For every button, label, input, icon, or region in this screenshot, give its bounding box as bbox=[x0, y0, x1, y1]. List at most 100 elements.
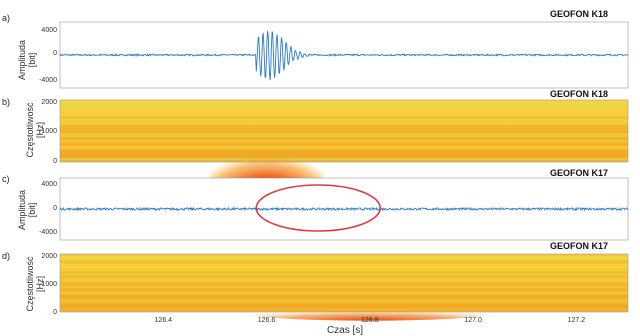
heatmap-band bbox=[60, 284, 628, 287]
panel-a-title: GEOFON K18 bbox=[550, 9, 608, 19]
heatmap-band bbox=[60, 265, 628, 268]
panel-d-label: d) bbox=[2, 251, 10, 261]
heatmap-band bbox=[60, 159, 628, 162]
panel-c-ytick: 0 bbox=[53, 205, 57, 212]
heatmap-band bbox=[60, 257, 628, 260]
heatmap-band bbox=[60, 106, 628, 109]
heatmap-band bbox=[60, 273, 628, 276]
panel-d-heatmap-bands bbox=[60, 254, 628, 312]
heatmap-band bbox=[60, 259, 628, 262]
panel-b-frame bbox=[59, 99, 629, 163]
heatmap-band bbox=[60, 269, 628, 272]
heatmap-band bbox=[60, 275, 628, 278]
heatmap-band bbox=[60, 118, 628, 121]
heatmap-band bbox=[60, 120, 628, 123]
heatmap-band bbox=[60, 128, 628, 131]
heatmap-band bbox=[60, 271, 628, 274]
heatmap-band bbox=[60, 298, 628, 301]
panel-c-ytick: 4000 bbox=[41, 181, 57, 188]
heatmap-band bbox=[60, 263, 628, 266]
x-tick-label: 126.6 bbox=[258, 317, 276, 324]
heatmap-band bbox=[60, 139, 628, 142]
highlight-ellipse bbox=[255, 184, 382, 232]
x-tick-label: 127.2 bbox=[568, 317, 586, 324]
panel-c-ytick: -4000 bbox=[39, 229, 57, 236]
heatmap-band bbox=[60, 104, 628, 107]
x-axis: 126.4 126.6 126.8 127.0 127.2 bbox=[155, 317, 586, 324]
heatmap-band bbox=[60, 288, 628, 291]
x-tick-label: 126.8 bbox=[361, 317, 379, 324]
heatmap-band bbox=[60, 254, 628, 256]
heatmap-band bbox=[60, 149, 628, 152]
heatmap-band bbox=[60, 143, 628, 146]
heatmap-band bbox=[60, 151, 628, 154]
heatmap-band bbox=[60, 296, 628, 299]
heatmap-band bbox=[60, 100, 628, 103]
x-tick-label: 127.0 bbox=[464, 317, 482, 324]
heatmap-band bbox=[60, 141, 628, 144]
heatmap-band bbox=[60, 255, 628, 258]
heatmap-band bbox=[60, 157, 628, 160]
panel-d-ytick: 1000 bbox=[41, 281, 57, 288]
panel-b-ytick: 2000 bbox=[41, 99, 57, 106]
heatmap-band bbox=[60, 133, 628, 136]
heatmap-band bbox=[60, 290, 628, 293]
panel-b-title: GEOFON K18 bbox=[550, 89, 608, 99]
heatmap-band bbox=[60, 283, 628, 285]
panel-b-ytick: 0 bbox=[53, 158, 57, 165]
heatmap-band bbox=[60, 281, 628, 283]
panel-c-ylabel: Amplituda bbox=[17, 190, 27, 230]
heatmap-band bbox=[60, 302, 628, 305]
heatmap-band bbox=[60, 294, 628, 297]
x-axis-label: Czas [s] bbox=[327, 325, 363, 336]
panel-a-ytick: -4000 bbox=[39, 77, 57, 84]
panel-d-ytick: 0 bbox=[53, 309, 57, 316]
heatmap-band bbox=[60, 112, 628, 115]
panel-c-label: c) bbox=[2, 174, 10, 184]
heatmap-band bbox=[60, 131, 628, 134]
heatmap-band bbox=[60, 145, 628, 148]
panel-c-yunit: [bit] bbox=[27, 203, 37, 218]
heatmap-band bbox=[60, 116, 628, 119]
panel-a-ylabel: Amplituda bbox=[17, 40, 27, 80]
heatmap-band bbox=[60, 261, 628, 264]
panel-a-label: a) bbox=[2, 13, 10, 23]
panel-a-series-line bbox=[59, 30, 629, 81]
panel-d-ytick: 2000 bbox=[41, 253, 57, 260]
panel-d-yunit: [Hz] bbox=[35, 276, 45, 292]
heatmap-band bbox=[60, 135, 628, 138]
panel-b-ytick: 1000 bbox=[41, 128, 57, 135]
heatmap-band bbox=[60, 292, 628, 295]
x-tick-label: 126.4 bbox=[155, 317, 173, 324]
panel-d-heatmap-background bbox=[60, 254, 628, 312]
panel-b-yunit: [Hz] bbox=[35, 122, 45, 138]
heatmap-band bbox=[60, 108, 628, 111]
panel-a: a) GEOFON K18 Amplituda [bit] 4000 0 -40… bbox=[2, 9, 629, 89]
panel-a-yunit: [bit] bbox=[27, 53, 37, 68]
heatmap-band bbox=[60, 153, 628, 156]
heatmap-band bbox=[60, 279, 628, 281]
heatmap-band bbox=[60, 122, 628, 125]
panel-b-ylabel: Częstotliwość bbox=[25, 102, 35, 158]
heatmap-band bbox=[60, 147, 628, 150]
heatmap-band bbox=[60, 114, 628, 117]
panel-a-ytick: 4000 bbox=[41, 27, 57, 34]
panel-c-series-line bbox=[59, 206, 629, 212]
heatmap-band bbox=[60, 300, 628, 303]
panel-d-title: GEOFON K17 bbox=[550, 241, 608, 251]
panel-d-frame bbox=[59, 253, 629, 313]
panel-c-title: GEOFON K17 bbox=[550, 168, 608, 178]
panel-d: d) GEOFON K17 Częstotliwość [Hz] 2000 10… bbox=[2, 241, 629, 321]
heatmap-band bbox=[60, 110, 628, 113]
panel-b-label: b) bbox=[2, 97, 10, 107]
heatmap-band bbox=[60, 286, 628, 289]
panel-b-heatmap-bands bbox=[60, 100, 628, 162]
panel-c: c) GEOFON K17 Amplituda [bit] 4000 0 -40… bbox=[2, 168, 629, 241]
panel-d-ylabel: Częstotliwość bbox=[25, 256, 35, 312]
heatmap-band bbox=[60, 102, 628, 105]
heatmap-band bbox=[60, 155, 628, 158]
heatmap-band bbox=[60, 126, 628, 129]
heatmap-band bbox=[60, 124, 628, 127]
heatmap-band bbox=[60, 137, 628, 140]
